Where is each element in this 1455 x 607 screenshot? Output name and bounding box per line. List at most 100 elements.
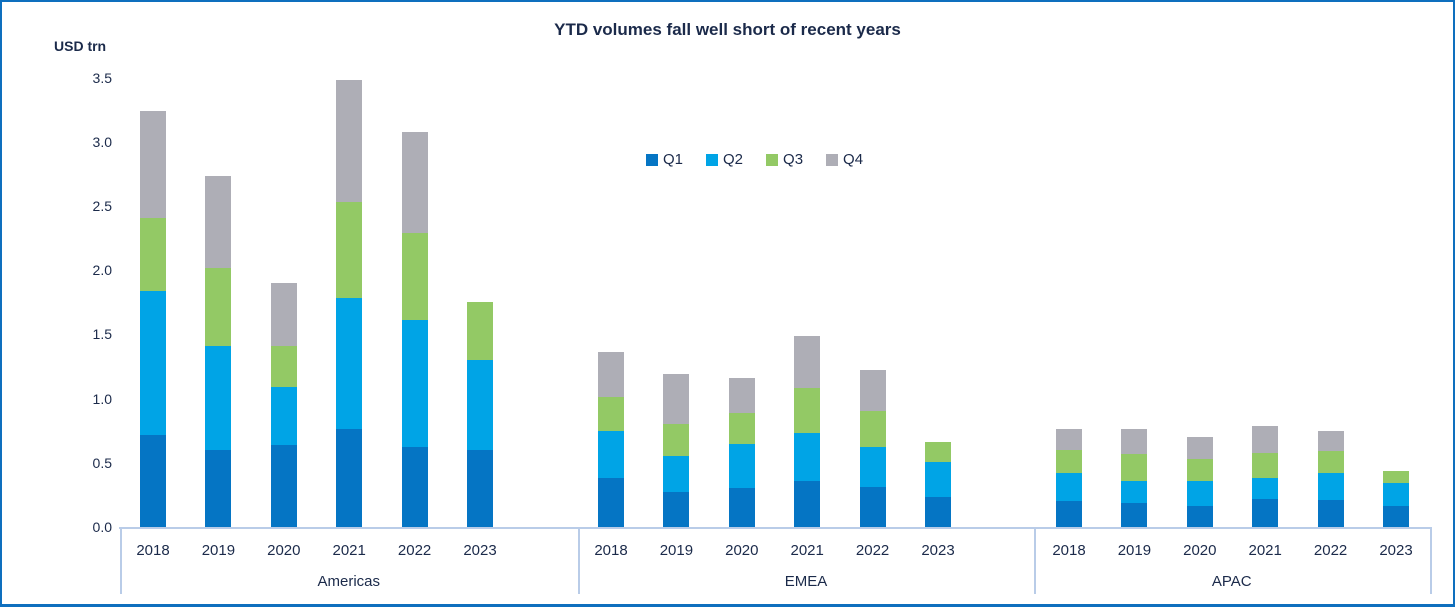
bar-segment-q2-emea-2023 (925, 461, 951, 498)
bar-segment-q2-emea-2021 (794, 433, 821, 481)
bar-segment-q4-emea-2022 (859, 370, 886, 412)
bar-segment-q4-americas-2020 (270, 283, 297, 346)
bar-segment-q3-apac-2020 (1186, 458, 1213, 481)
bar-segment-q1-apac-2023 (1383, 506, 1409, 527)
bar-segment-q3-americas-2019 (205, 267, 232, 346)
x-tick-label-year: 2018 (1052, 542, 1086, 559)
legend-item-q4: Q4 (826, 151, 863, 168)
bar-segment-q1-apac-2020 (1186, 506, 1213, 527)
bar-segment-q4-apac-2021 (1252, 425, 1279, 453)
x-axis-line (119, 527, 1430, 529)
bar-segment-q2-apac-2022 (1317, 473, 1344, 501)
x-tick-label-year: 2018 (136, 542, 170, 559)
x-group-label-apac: APAC (1211, 573, 1252, 590)
bar-segment-q3-americas-2022 (401, 232, 428, 321)
bar-segment-q3-emea-2020 (728, 412, 755, 444)
y-tick-label: 1.5 (92, 326, 112, 343)
bar-segment-q3-americas-2018 (140, 217, 166, 291)
legend-swatch-icon (646, 153, 658, 166)
bar-segment-q3-apac-2022 (1317, 451, 1344, 474)
y-tick-label: 1.0 (92, 390, 112, 407)
legend-swatch-icon (706, 153, 719, 166)
x-tick-label-year: 2023 (1379, 542, 1413, 559)
legend-swatch-icon (826, 153, 839, 166)
y-tick-label: 3.0 (92, 133, 112, 150)
bar-segment-q4-apac-2019 (1121, 429, 1148, 454)
bar-segment-q1-emea-2023 (925, 497, 951, 527)
category-separator (578, 527, 580, 594)
y-tick-label: 0.5 (92, 454, 112, 471)
x-tick-label-year: 2022 (855, 542, 890, 559)
bar-segment-q1-apac-2021 (1252, 498, 1279, 527)
bar-segment-q3-apac-2019 (1121, 453, 1148, 481)
bar-segment-q4-americas-2019 (205, 176, 232, 268)
x-tick-label-year: 2023 (921, 542, 955, 559)
bar-segment-q1-emea-2019 (663, 492, 690, 527)
x-tick-label-year: 2022 (397, 542, 432, 559)
y-tick-label: 0.0 (92, 519, 112, 535)
x-tick-label-year: 2020 (725, 542, 759, 559)
x-tick-label-year: 2022 (1313, 542, 1348, 559)
bar-segment-q3-americas-2021 (336, 202, 363, 299)
bar-segment-q3-emea-2022 (859, 411, 886, 448)
legend-item-q2: Q2 (706, 151, 743, 168)
bar-segment-q3-emea-2023 (925, 442, 951, 462)
bar-segment-q4-apac-2022 (1317, 430, 1344, 452)
y-tick-label: 3.5 (92, 69, 112, 86)
bar-segment-q1-americas-2023 (467, 449, 493, 527)
bar-segment-q1-americas-2021 (336, 429, 363, 527)
legend-item-q1: Q1 (646, 151, 683, 168)
bar-segment-q2-americas-2023 (467, 360, 493, 450)
bar-segment-q3-emea-2021 (794, 388, 821, 434)
x-group-label-americas: Americas (317, 573, 380, 590)
bar-segment-q3-apac-2021 (1252, 452, 1279, 479)
category-separator (119, 527, 122, 594)
bar-segment-q1-emea-2020 (728, 488, 755, 527)
x-tick-label-year: 2019 (659, 542, 694, 559)
bar-segment-q2-americas-2019 (205, 345, 232, 450)
bar-segment-q2-emea-2019 (663, 456, 690, 493)
legend-label: Q3 (783, 151, 804, 168)
bar-segment-q4-americas-2018 (140, 110, 166, 218)
y-axis-unit-label: USD trn (54, 38, 107, 54)
bar-segment-q3-americas-2023 (467, 302, 493, 361)
bar-segment-q1-apac-2019 (1121, 502, 1148, 527)
bar-segment-q2-emea-2018 (598, 430, 624, 479)
bar-segment-q2-americas-2018 (140, 290, 166, 435)
bar-segment-q4-emea-2021 (794, 335, 821, 389)
bar-segment-q2-americas-2021 (336, 298, 363, 430)
bar-segment-q2-apac-2020 (1186, 480, 1213, 507)
bar-segment-q4-emea-2018 (598, 352, 624, 398)
bar-segment-q2-americas-2022 (401, 320, 428, 448)
bar-segment-q2-apac-2018 (1056, 473, 1082, 502)
y-tick-label: 2.0 (92, 262, 112, 279)
bar-segment-q1-emea-2018 (598, 478, 624, 527)
bar-segment-q2-apac-2023 (1383, 483, 1409, 507)
legend-label: Q1 (663, 151, 684, 168)
x-tick-label-year: 2020 (267, 542, 301, 559)
bar-segment-q3-apac-2018 (1056, 449, 1082, 474)
legend-item-q3: Q3 (766, 151, 803, 168)
x-tick-label-year: 2021 (332, 542, 366, 559)
bar-segment-q4-emea-2020 (728, 378, 755, 413)
bar-segment-q4-americas-2022 (401, 131, 428, 233)
bar-segment-q1-americas-2022 (401, 447, 428, 527)
x-tick-label-year: 2020 (1183, 542, 1217, 559)
bar-segment-q2-emea-2020 (728, 443, 755, 489)
bar-segment-q3-apac-2023 (1383, 470, 1409, 484)
legend-label: Q2 (723, 151, 744, 168)
bar-segment-q4-apac-2018 (1056, 429, 1082, 450)
bar-segment-q4-americas-2021 (336, 80, 363, 203)
bar-segment-q3-americas-2020 (270, 345, 297, 388)
bar-segment-q2-emea-2022 (859, 447, 886, 488)
x-tick-label-year: 2019 (201, 542, 236, 559)
x-tick-label-year: 2021 (1248, 542, 1282, 559)
bar-segment-q1-americas-2018 (140, 434, 166, 527)
legend-label: Q4 (843, 151, 864, 168)
bar-segment-q1-apac-2022 (1317, 500, 1344, 527)
bar-segment-q1-americas-2020 (270, 444, 297, 527)
bar-segment-q4-apac-2020 (1186, 437, 1213, 459)
bar-segment-q1-apac-2018 (1056, 501, 1082, 527)
bar-segment-q2-apac-2019 (1121, 480, 1148, 503)
